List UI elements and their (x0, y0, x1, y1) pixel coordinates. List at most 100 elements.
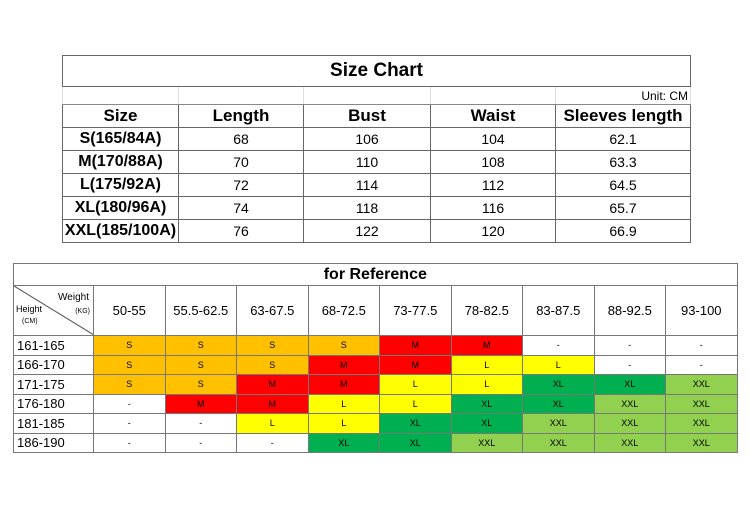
measurement-cell: 63.3 (554, 150, 692, 174)
size-label: L(175/92A) (62, 173, 179, 197)
size-cell: L (236, 413, 309, 434)
size-cell: XL (379, 432, 452, 453)
column-header: Sleeves length (554, 104, 692, 128)
size-cell: XXL (450, 432, 523, 453)
measurement-cell: 76 (178, 219, 304, 243)
size-label: S(165/84A) (62, 127, 179, 151)
size-cell: L (307, 393, 380, 414)
measurement-cell: 114 (303, 173, 431, 197)
size-cell: XXL (665, 393, 738, 414)
size-cell: S (164, 374, 237, 395)
table-row: 176-180- M M L L XL XL XXL XXL (13, 393, 738, 414)
weight-header: 73-77.5 (379, 285, 452, 336)
size-chart-header-row: Size Length Bust Waist Sleeves length (62, 104, 692, 128)
size-cell: S (93, 354, 166, 375)
size-cell: - (593, 354, 666, 375)
size-cell: S (93, 335, 166, 356)
size-cell: XXL (522, 432, 595, 453)
size-cell: - (164, 432, 237, 453)
kg-label: (KG) (75, 308, 90, 315)
size-cell: XL (450, 393, 523, 414)
size-cell: M (307, 374, 380, 395)
table-row: XL(180/96A) 74 118 116 65.7 (62, 196, 692, 220)
height-weight-corner: Weight (KG) Height (CM) (13, 285, 94, 336)
height-label: 171-175 (13, 374, 94, 395)
weight-label: Weight (58, 292, 89, 303)
size-cell: XXL (665, 432, 738, 453)
column-header: Length (178, 104, 304, 128)
measurement-cell: 74 (178, 196, 304, 220)
size-cell: - (665, 335, 738, 356)
size-cell: M (379, 335, 452, 356)
measurement-cell: 120 (430, 219, 556, 243)
size-cell: L (379, 393, 452, 414)
measurement-cell: 70 (178, 150, 304, 174)
height-label: 186-190 (13, 432, 94, 453)
size-cell: XL (593, 374, 666, 395)
weight-header: 55.5-62.5 (164, 285, 237, 336)
size-chart-table: Size Chart Unit: CM Size Length Bust Waist S… (61, 55, 692, 243)
size-cell: L (307, 413, 380, 434)
measurement-cell: 62.1 (554, 127, 692, 151)
size-label: XL(180/96A) (62, 196, 179, 220)
size-cell: XL (450, 413, 523, 434)
cm-label: (CM) (22, 318, 38, 325)
size-cell: XXL (593, 432, 666, 453)
size-cell: L (450, 354, 523, 375)
size-cell: L (379, 374, 452, 395)
size-cell: XL (522, 393, 595, 414)
measurement-cell: 104 (430, 127, 556, 151)
height-label: Height (16, 304, 43, 314)
table-row: 166-170 S S S M M L L - - (13, 354, 738, 375)
size-cell: XXL (593, 413, 666, 434)
size-cell: XXL (593, 393, 666, 414)
table-row: M(170/88A) 70 110 108 63.3 (62, 150, 692, 174)
reference-title: for Reference (13, 263, 738, 286)
size-cell: XL (307, 432, 380, 453)
size-cell: XXL (665, 374, 738, 395)
size-cell: S (236, 354, 309, 375)
table-row: 186-190- - - XL XL XXL XXL XXL XXL (13, 432, 738, 453)
size-cell: XL (379, 413, 452, 434)
weight-header: 93-100 (665, 285, 738, 336)
size-cell: XXL (665, 413, 738, 434)
column-header: Size (62, 104, 179, 128)
weight-header: 50-55 (93, 285, 166, 336)
size-cell: - (93, 393, 166, 414)
size-cell: - (164, 413, 237, 434)
size-cell: - (593, 335, 666, 356)
weight-header: 68-72.5 (307, 285, 380, 336)
size-cell: XL (522, 374, 595, 395)
size-cell: M (236, 374, 309, 395)
size-cell: S (164, 354, 237, 375)
measurement-cell: 66.9 (554, 219, 692, 243)
measurement-cell: 65.7 (554, 196, 692, 220)
size-cell: S (164, 335, 237, 356)
height-label: 181-185 (13, 413, 94, 434)
diagonal-divider (14, 286, 93, 335)
table-row: 181-185- - L L XL XL XXL XXL XXL (13, 413, 738, 434)
size-cell: - (522, 335, 595, 356)
measurement-cell: 118 (303, 196, 431, 220)
weight-header: 88-92.5 (593, 285, 666, 336)
measurement-cell: 108 (430, 150, 556, 174)
table-row: 161-165 S S S S M M - - - (13, 335, 738, 356)
size-cell: XXL (522, 413, 595, 434)
size-cell: M (379, 354, 452, 375)
reference-table: for Reference Weight (KG) Height (CM) 50-55 5… (13, 263, 738, 453)
measurement-cell: 110 (303, 150, 431, 174)
measurement-cell: 72 (178, 173, 304, 197)
table-row: S(165/84A) 68 106 104 62.1 (62, 127, 692, 151)
table-row: L(175/92A) 72 114 112 64.5 (62, 173, 692, 197)
size-cell: - (93, 432, 166, 453)
size-cell: S (236, 335, 309, 356)
weight-header: 63-67.5 (236, 285, 309, 336)
weight-header: 83-87.5 (522, 285, 595, 336)
measurement-cell: 64.5 (554, 173, 692, 197)
unit-label: Unit: CM (554, 86, 692, 105)
size-chart-title: Size Chart (61, 55, 692, 87)
measurement-cell: 116 (430, 196, 556, 220)
measurement-cell: 112 (430, 173, 556, 197)
height-label: 166-170 (13, 354, 94, 375)
size-cell: M (164, 393, 237, 414)
